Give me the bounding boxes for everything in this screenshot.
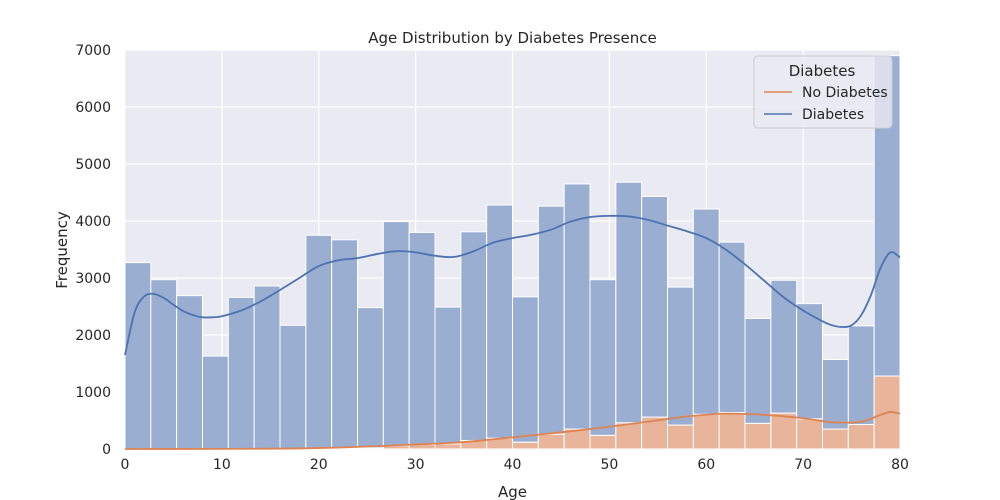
bar-diabetes [847,325,875,425]
bar-diabetes [692,208,720,415]
legend-label-diabetes: Diabetes [802,107,864,123]
x-tick-label: 60 [697,457,715,473]
y-tick-label: 3000 [75,271,111,287]
bar-diabetes [382,221,410,447]
bar-diabetes [227,296,255,450]
bar-no-diabetes [847,423,875,450]
bar-diabetes [150,279,178,450]
bar-diabetes [279,324,307,450]
axis-ticks: 0 10 20 30 40 50 60 70 80 0 1000 2000 3000 4000 5000 60… [75,43,909,473]
chart-title: Age Distribution by Diabetes Presence [368,29,656,47]
bar-diabetes [641,195,669,418]
bar-no-diabetes [744,422,772,450]
y-tick-label: 2000 [75,328,111,344]
bar-diabetes [434,306,462,445]
bar-diabetes [512,296,539,443]
legend-box [753,55,893,129]
bar-no-diabetes [537,433,565,450]
bar-no-diabetes [796,418,824,450]
y-tick-label: 1000 [75,385,111,401]
bar-no-diabetes [589,434,617,450]
bar-diabetes [770,279,798,414]
x-tick-label: 70 [794,457,812,473]
x-axis-label: Age [498,483,527,500]
bar-diabetes [202,355,229,450]
x-tick-label: 30 [407,457,425,473]
bar-diabetes [537,205,565,435]
kde-line-no-diabetes [124,411,901,450]
bar-diabetes [744,317,772,424]
x-tick-label: 80 [891,457,909,473]
bar-diabetes [253,285,281,450]
y-tick-label: 4000 [75,214,111,230]
bar-no-diabetes [434,443,462,450]
legend-title: Diabetes [789,62,856,80]
legend-label-no-diabetes: No Diabetes [802,85,888,101]
bar-diabetes [357,307,384,449]
bar-diabetes [718,241,746,414]
bar-diabetes [589,279,617,436]
bar-no-diabetes [667,424,694,450]
bar-diabetes [563,183,591,430]
bar-no-diabetes [615,422,643,450]
bar-diabetes [176,295,203,450]
y-axis-label: Frequency [53,211,71,289]
bar-no-diabetes [512,441,539,450]
bar-diabetes [667,286,694,426]
x-tick-label: 50 [600,457,618,473]
x-tick-label: 40 [504,457,522,473]
bar-diabetes [124,262,152,450]
bar-diabetes [796,303,824,420]
legend: Diabetes No Diabetes Diabetes [753,55,893,129]
x-tick-label: 20 [310,457,328,473]
y-tick-label: 0 [102,442,111,458]
y-tick-label: 6000 [75,100,111,116]
bar-diabetes [331,239,359,449]
bar-no-diabetes [718,412,746,450]
kde-lines [124,214,901,450]
y-tick-label: 5000 [75,157,111,173]
x-tick-label: 10 [213,457,231,473]
x-tick-label: 0 [121,457,130,473]
bar-diabetes [408,231,436,445]
bar-diabetes [460,231,488,441]
bar-diabetes [305,234,333,449]
bar-diabetes [822,359,849,430]
kde-line-diabetes [124,214,901,356]
bar-diabetes [615,181,643,424]
y-tick-label: 7000 [75,43,111,59]
bar-no-diabetes [822,428,849,450]
bar-no-diabetes [770,412,798,450]
bar-no-diabetes [692,413,720,450]
